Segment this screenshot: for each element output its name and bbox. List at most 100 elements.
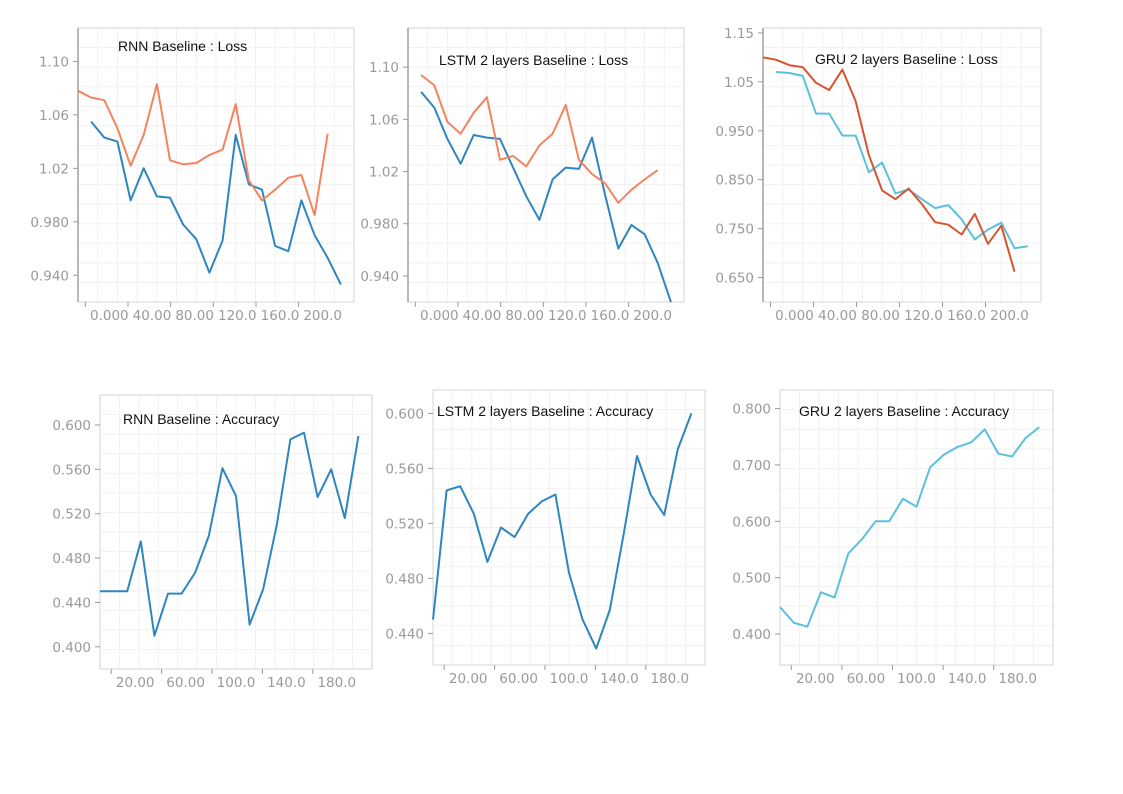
chart-title: LSTM 2 layers Baseline : Accuracy bbox=[437, 403, 653, 419]
y-tick-label: 0.940 bbox=[360, 269, 399, 285]
x-tick-label: 200.0 bbox=[990, 308, 1029, 324]
y-tick-label: 0.520 bbox=[52, 507, 91, 523]
rnn-accuracy-chart: 0.600 0.560 0.520 0.480 0.440 0.400 20.00 60.00… bbox=[45, 385, 380, 691]
x-tick-label: 80.00 bbox=[861, 308, 900, 324]
grid bbox=[780, 390, 1053, 665]
lstm-accuracy-chart: 0.600 0.560 0.520 0.480 0.440 20.00 60.00 100.0… bbox=[378, 385, 713, 687]
x-tick-label: 80.00 bbox=[175, 308, 214, 324]
lstm-loss-chart: 1.10 1.06 1.02 0.980 0.940 0.000 40.00 80.00 120… bbox=[360, 20, 690, 324]
x-tick-label: 40.00 bbox=[133, 308, 172, 324]
series-line-1 bbox=[432, 413, 693, 650]
x-tick-label: 180.0 bbox=[998, 671, 1037, 687]
y-tick-label: 0.700 bbox=[732, 458, 771, 474]
y-tick-label: 1.02 bbox=[39, 161, 69, 177]
x-tick-label: 100.0 bbox=[550, 671, 589, 687]
x-tick-label: 200.0 bbox=[303, 308, 342, 324]
grid bbox=[78, 28, 354, 302]
chart-title: RNN Baseline : Loss bbox=[118, 38, 247, 54]
y-tick-label: 0.600 bbox=[52, 418, 91, 434]
y-tick-label: 0.480 bbox=[385, 571, 424, 587]
chart-title: GRU 2 layers Baseline : Accuracy bbox=[799, 403, 1009, 419]
y-tick-label: 0.600 bbox=[732, 514, 771, 530]
series-line-1 bbox=[90, 120, 342, 286]
grid bbox=[408, 28, 684, 302]
x-tick-label: 0.000 bbox=[420, 308, 459, 324]
x-tick-label: 160.0 bbox=[591, 308, 630, 324]
y-tick-label: 1.05 bbox=[724, 75, 754, 91]
x-tick-label: 20.00 bbox=[116, 675, 155, 691]
y-tick-label: 1.02 bbox=[369, 165, 399, 181]
y-tick-label: 0.980 bbox=[360, 217, 399, 233]
y-tick-label: 0.400 bbox=[732, 627, 771, 643]
x-tick-label: 120.0 bbox=[904, 308, 943, 324]
series-line-2 bbox=[77, 83, 329, 217]
x-tick-label: 140.0 bbox=[948, 671, 987, 687]
chart-svg: 0.600 0.560 0.520 0.480 0.440 0.400 20.00 60.00… bbox=[52, 394, 373, 691]
x-tick-label: 20.00 bbox=[796, 671, 835, 687]
y-tick-label: 0.850 bbox=[715, 173, 754, 189]
chart-svg: 1.10 1.06 1.02 0.980 0.940 0.000 40.00 80.00 120… bbox=[30, 27, 355, 324]
plot-frame bbox=[99, 394, 373, 670]
chart-svg: 0.800 0.700 0.600 0.500 0.400 20.00 60.00 100.0… bbox=[732, 389, 1054, 687]
chart-svg: 1.15 1.05 0.950 0.850 0.750 0.650 0.000 40.00 80… bbox=[715, 26, 1042, 324]
y-tick-label: 0.600 bbox=[385, 406, 424, 422]
y-tick-label: 0.650 bbox=[715, 271, 754, 287]
y-tick-label: 1.06 bbox=[39, 108, 69, 124]
y-tick-label: 0.560 bbox=[385, 461, 424, 477]
x-tick-label: 200.0 bbox=[633, 308, 672, 324]
x-tick-label: 120.0 bbox=[218, 308, 257, 324]
series-line-2 bbox=[762, 56, 1016, 272]
series-line-1 bbox=[420, 91, 672, 303]
y-tick-label: 0.750 bbox=[715, 222, 754, 238]
y-tick-label: 1.10 bbox=[369, 60, 399, 76]
y-tick-label: 0.560 bbox=[52, 462, 91, 478]
series-line-1 bbox=[779, 426, 1040, 628]
chart-title: GRU 2 layers Baseline : Loss bbox=[815, 51, 998, 67]
gru-loss-chart: 1.15 1.05 0.950 0.850 0.750 0.650 0.000 40.00 80… bbox=[715, 20, 1055, 324]
series-line-1 bbox=[776, 71, 1028, 250]
x-tick-label: 0.000 bbox=[90, 308, 129, 324]
x-tick-label: 80.00 bbox=[505, 308, 544, 324]
y-tick-label: 0.440 bbox=[385, 626, 424, 642]
series-line-1 bbox=[100, 431, 360, 637]
chart-title: RNN Baseline : Accuracy bbox=[123, 411, 279, 427]
x-tick-label: 40.00 bbox=[818, 308, 857, 324]
y-tick-label: 1.15 bbox=[724, 26, 754, 42]
x-tick-label: 180.0 bbox=[650, 671, 689, 687]
x-tick-label: 20.00 bbox=[449, 671, 488, 687]
y-tick-label: 1.10 bbox=[39, 54, 69, 70]
x-tick-label: 140.0 bbox=[600, 671, 639, 687]
rnn-loss-chart: 1.10 1.06 1.02 0.980 0.940 0.000 40.00 80.00 120… bbox=[30, 20, 360, 324]
plot-frame bbox=[779, 389, 1054, 666]
x-tick-label: 60.00 bbox=[847, 671, 886, 687]
y-tick-label: 0.440 bbox=[52, 595, 91, 611]
y-tick-label: 1.06 bbox=[369, 112, 399, 128]
chart-svg: 1.10 1.06 1.02 0.980 0.940 0.000 40.00 80.00 120… bbox=[360, 27, 685, 324]
x-tick-label: 60.00 bbox=[166, 675, 205, 691]
plot-frame bbox=[432, 389, 706, 666]
x-tick-label: 140.0 bbox=[267, 675, 306, 691]
x-tick-label: 160.0 bbox=[261, 308, 300, 324]
x-tick-label: 100.0 bbox=[217, 675, 256, 691]
chart-title: LSTM 2 layers Baseline : Loss bbox=[439, 52, 628, 68]
x-tick-label: 100.0 bbox=[897, 671, 936, 687]
y-tick-label: 0.950 bbox=[715, 124, 754, 140]
y-tick-label: 0.520 bbox=[385, 516, 424, 532]
x-tick-label: 40.00 bbox=[463, 308, 502, 324]
grid bbox=[433, 390, 705, 665]
grid bbox=[100, 395, 372, 669]
x-tick-label: 0.000 bbox=[775, 308, 814, 324]
x-tick-label: 120.0 bbox=[548, 308, 587, 324]
y-tick-label: 0.480 bbox=[52, 551, 91, 567]
series-line-2 bbox=[420, 74, 659, 204]
chart-svg: 0.600 0.560 0.520 0.480 0.440 20.00 60.00 100.0… bbox=[385, 389, 706, 687]
x-tick-label: 160.0 bbox=[947, 308, 986, 324]
y-tick-label: 0.400 bbox=[52, 640, 91, 656]
y-tick-label: 0.980 bbox=[30, 215, 69, 231]
grid bbox=[763, 28, 1041, 302]
y-tick-label: 0.940 bbox=[30, 268, 69, 284]
x-tick-label: 180.0 bbox=[317, 675, 356, 691]
gru-accuracy-chart: 0.800 0.700 0.600 0.500 0.400 20.00 60.00 100.0… bbox=[728, 385, 1063, 687]
x-tick-label: 60.00 bbox=[499, 671, 538, 687]
y-tick-label: 0.800 bbox=[732, 402, 771, 418]
